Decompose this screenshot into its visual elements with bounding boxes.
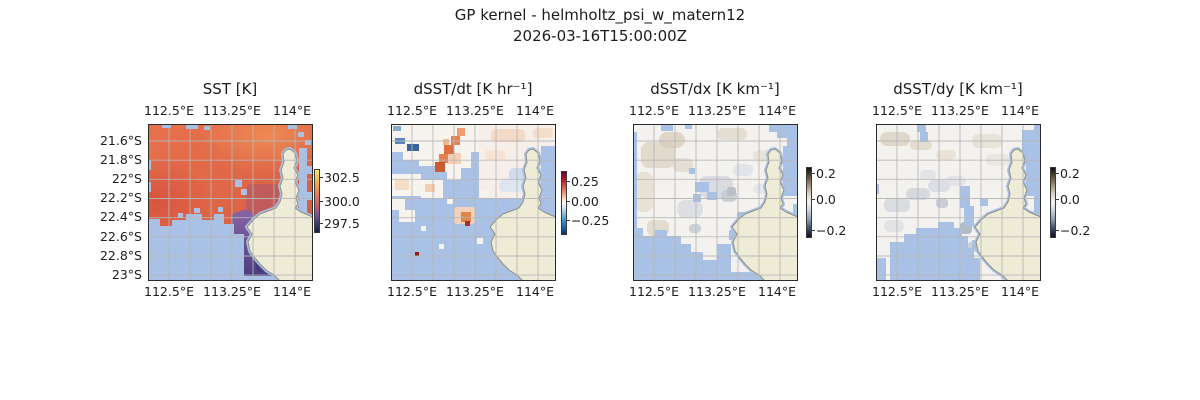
colorbar-tick-mark [567, 220, 570, 222]
colorbar-tick-mark [567, 201, 570, 203]
map-dsst-dt-svg [391, 124, 556, 281]
colorbar-tick-mark [1056, 230, 1059, 232]
y-tick-label: 22.8°S [99, 248, 142, 263]
figure-title: GP kernel - helmholtz_psi_w_matern12 [454, 6, 746, 24]
y-tick-label: 21.6°S [99, 133, 142, 148]
figure-suptitle: GP kernel - helmholtz_psi_w_matern12 202… [0, 5, 1200, 47]
x-tick-label-bottom: 113.25°E [931, 284, 989, 299]
y-tick-label: 22.6°S [99, 229, 142, 244]
figure-timestamp: 2026-03-16T15:00:00Z [513, 27, 687, 45]
x-tick-label-bottom: 113.25°E [446, 284, 504, 299]
map-sst-svg [148, 124, 313, 281]
x-tick-label-top: 112.5°E [144, 103, 194, 118]
colorbar-dsst-dy [1050, 167, 1056, 238]
colorbar-tick-mark [1056, 199, 1059, 201]
colorbar-tick-label: 0.25 [571, 174, 599, 189]
colorbar-tick-label: 0.0 [816, 192, 836, 207]
x-tick-label-bottom: 112.5°E [629, 284, 679, 299]
x-tick-label-bottom: 114°E [1000, 284, 1040, 299]
colorbar-tick-mark [567, 181, 570, 183]
colorbar-tick-label: −0.2 [816, 223, 847, 238]
y-tick-label: 22°S [111, 171, 142, 186]
colorbar-dsst-dx [806, 167, 812, 238]
colorbar-tick-label: −0.2 [1060, 223, 1091, 238]
colorbar-tick-label: 300.0 [324, 194, 360, 209]
map-dsst-dx [633, 124, 798, 281]
y-tick-label: 22.2°S [99, 190, 142, 205]
x-tick-label-top: 112.5°E [872, 103, 922, 118]
map-dsst-dy [876, 124, 1041, 281]
x-tick-label-bottom: 112.5°E [872, 284, 922, 299]
x-tick-label-top: 114°E [515, 103, 555, 118]
panel-dsst-dx-title: dSST/dx [K km⁻¹] [650, 80, 780, 98]
x-tick-label-top: 112.5°E [629, 103, 679, 118]
panel-dsst-dt-title: dSST/dt [K hr⁻¹] [413, 80, 533, 98]
colorbar-tick-label: 0.0 [1060, 192, 1080, 207]
colorbar-sst [314, 169, 320, 233]
x-tick-label-top: 114°E [1000, 103, 1040, 118]
x-tick-label-top: 113.25°E [688, 103, 746, 118]
map-dsst-dt [391, 124, 556, 281]
x-tick-label-top: 113.25°E [931, 103, 989, 118]
x-tick-label-bottom: 112.5°E [144, 284, 194, 299]
x-tick-label-top: 114°E [757, 103, 797, 118]
map-sst [148, 124, 313, 281]
x-tick-label-top: 113.25°E [446, 103, 504, 118]
colorbar-tick-mark [320, 223, 323, 225]
x-tick-label-bottom: 112.5°E [387, 284, 437, 299]
panel-dsst-dy-title: dSST/dy [K km⁻¹] [893, 80, 1023, 98]
colorbar-tick-mark [812, 230, 815, 232]
x-tick-label-top: 112.5°E [387, 103, 437, 118]
colorbar-tick-mark [812, 199, 815, 201]
x-tick-label-bottom: 114°E [272, 284, 312, 299]
colorbar-tick-label: 297.5 [324, 216, 360, 231]
map-dsst-dy-svg [876, 124, 1041, 281]
colorbar-tick-mark [320, 177, 323, 179]
colorbar-tick-label: −0.25 [571, 213, 610, 228]
colorbar-tick-mark [1056, 173, 1059, 175]
y-tick-label: 21.8°S [99, 152, 142, 167]
x-tick-label-bottom: 114°E [757, 284, 797, 299]
y-tick-label: 22.4°S [99, 209, 142, 224]
colorbar-tick-label: 302.5 [324, 170, 360, 185]
colorbar-tick-label: 0.00 [571, 194, 599, 209]
colorbar-dsst-dt [561, 171, 567, 235]
x-tick-label-bottom: 114°E [515, 284, 555, 299]
x-tick-label-bottom: 113.25°E [203, 284, 261, 299]
x-tick-label-top: 114°E [272, 103, 312, 118]
panel-sst-title: SST [K] [202, 80, 258, 98]
colorbar-tick-mark [812, 173, 815, 175]
colorbar-tick-mark [320, 201, 323, 203]
colorbar-tick-label: 0.2 [816, 166, 836, 181]
colorbar-tick-label: 0.2 [1060, 166, 1080, 181]
y-tick-label: 23°S [111, 267, 142, 282]
x-tick-label-bottom: 113.25°E [688, 284, 746, 299]
x-tick-label-top: 113.25°E [203, 103, 261, 118]
map-dsst-dx-svg [633, 124, 798, 281]
